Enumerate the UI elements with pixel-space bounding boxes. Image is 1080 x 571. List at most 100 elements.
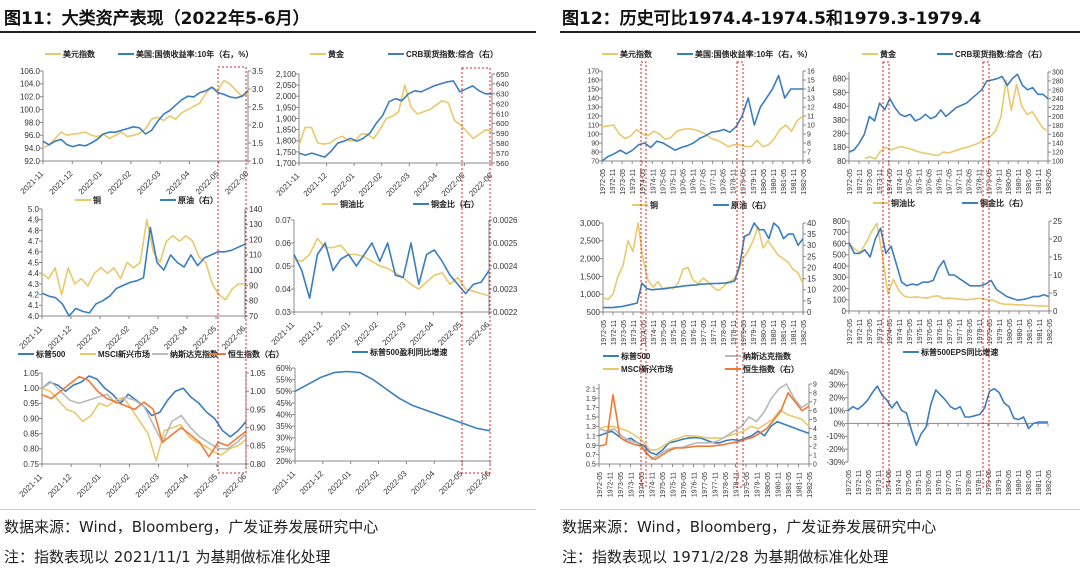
- x-tick-label: 1982-05: [807, 472, 814, 498]
- y-right-tick-label: 8: [813, 390, 817, 397]
- legend-label: 标普500: [620, 351, 651, 361]
- y-right-tick-label: 610: [496, 109, 509, 118]
- x-tick-label: 1974-05: [639, 472, 646, 498]
- x-tick-label: 1976-11: [692, 472, 699, 497]
- y-right-tick-label: 9: [813, 381, 817, 388]
- x-tick-label: 2022-05: [440, 171, 468, 199]
- chart-10: 20% 25% 30% 35% 40% 45% 50% 55% 60% 2021-11 2021-1…: [271, 347, 493, 496]
- figure-11-source: 数据来源：Wind，Bloomberg，广发证券发展研究中心: [4, 518, 379, 536]
- y-tick-label: 180: [833, 143, 847, 152]
- x-tick-label: 1976-05: [681, 472, 688, 498]
- x-tick-label: 1974-05: [887, 169, 894, 195]
- x-tick-label: 1977-05: [947, 319, 954, 345]
- y-tick-label: 700: [833, 228, 847, 237]
- x-tick-label: 1981-05: [781, 320, 788, 346]
- x-tick-label: 2022-04: [408, 320, 436, 348]
- y-right-tick-label: 16: [807, 69, 815, 76]
- y-tick-label: 102.0: [20, 93, 41, 102]
- series-line: [848, 227, 1050, 301]
- chart-5: 4.0 4.1 4.24.3 4.4 4.54.6 4.7 4.84.9 5.0 70 80 90 1…: [18, 195, 263, 351]
- x-tick-label: 1976-11: [691, 320, 698, 345]
- x-tick-label: 1981-05: [786, 472, 793, 498]
- x-tick-label: 1977-05: [946, 470, 953, 496]
- series-line: [603, 222, 804, 309]
- y-tick-label: 1,950: [276, 103, 297, 112]
- x-tick-label: 1979-11: [751, 169, 758, 194]
- y-right-tick-label: 11: [807, 114, 814, 121]
- y-right-tick-label: 9: [807, 132, 811, 139]
- y-tick-label: 100: [833, 296, 847, 305]
- y-right-tick-label: 110: [249, 251, 262, 260]
- x-tick-label: 1976-05: [926, 470, 933, 496]
- x-tick-label: 1977-11: [711, 320, 718, 345]
- x-tick-label: 1974-05: [886, 470, 893, 496]
- x-tick-label: 1972-05: [847, 169, 854, 195]
- x-tick-label: 1979-05: [986, 169, 993, 195]
- y-right-tick-label: 1: [813, 453, 817, 460]
- highlight-window: [461, 67, 491, 474]
- x-tick-label: 2021-12: [46, 324, 74, 352]
- series-line: [598, 383, 810, 461]
- y-tick-label: 1.9: [586, 394, 596, 403]
- y-tick-label: 1.3: [586, 422, 596, 431]
- y-right-tick-label: 20: [1053, 235, 1062, 244]
- x-tick-label: 2022-05: [437, 469, 465, 497]
- y-tick-label: 80: [837, 157, 846, 166]
- y-tick-label: -20%: [826, 445, 845, 454]
- x-tick-label: 1981-05: [1027, 319, 1034, 345]
- y-tick-label: 25%: [276, 445, 292, 454]
- y-right-tick-label: 260: [1052, 87, 1064, 94]
- legend-label: 铜金比（右）: [431, 199, 479, 209]
- x-tick-label: 1977-05: [701, 320, 708, 346]
- x-tick-label: 2022-03: [134, 472, 162, 500]
- y-tick-label: 100.0: [20, 105, 41, 114]
- y-right-tick-label: 20: [807, 263, 816, 272]
- divider: [560, 509, 1080, 510]
- x-tick-label: 1972-05: [600, 169, 607, 195]
- x-tick-label: 1975-05: [907, 319, 914, 345]
- y-right-tick-label: 0: [1053, 307, 1058, 316]
- x-tick-label: 2021-12: [46, 472, 74, 500]
- x-tick-label: 1976-05: [681, 320, 688, 346]
- y-tick-label: 0.7: [586, 450, 596, 459]
- x-tick-label: 1977-11: [713, 472, 720, 497]
- y-right-tick-label: 35: [807, 230, 816, 239]
- x-tick-label: 1972-11: [856, 470, 863, 495]
- y-tick-label: 5.0: [28, 205, 40, 214]
- x-tick-label: 1975-05: [906, 470, 913, 496]
- y-right-tick-label: 560: [496, 159, 509, 168]
- y-tick-label: 130: [587, 105, 599, 112]
- x-tick-label: 1981-11: [1036, 470, 1043, 495]
- x-tick-label: 1974-11: [897, 319, 904, 344]
- x-tick-label: 2022-03: [133, 324, 161, 352]
- x-tick-label: 1979-05: [741, 320, 748, 346]
- x-tick-label: 1972-11: [857, 169, 864, 194]
- x-tick-label: 1981-11: [791, 169, 798, 194]
- series-line: [598, 420, 810, 456]
- y-right-tick-label: 15: [807, 275, 816, 284]
- x-tick-label: 1975-11: [917, 169, 924, 194]
- series-line: [42, 79, 249, 149]
- x-tick-label: 1978-05: [966, 169, 973, 195]
- chart-12: -30% -20% -10% 0% 10% 20% 30% 40% 1972-05 1972-11…: [826, 347, 1053, 496]
- x-tick-label: 1973-11: [631, 320, 638, 345]
- y-tick-label: 200: [833, 284, 847, 293]
- y-tick-label: 40%: [276, 410, 292, 419]
- y-right-tick-label: 100: [1052, 158, 1064, 165]
- x-tick-label: 1972-11: [608, 472, 615, 497]
- x-tick-label: 1975-05: [907, 169, 914, 195]
- y-tick-label: 2,050: [276, 81, 297, 90]
- x-tick-label: 1972-05: [601, 320, 608, 346]
- y-tick-label: 0.80: [23, 445, 39, 454]
- y-right-tick-label: 7: [813, 399, 817, 406]
- y-tick-label: 4.3: [28, 280, 40, 289]
- y-tick-label: 580: [833, 88, 847, 97]
- divider: [0, 509, 536, 510]
- x-tick-label: 1980-11: [1017, 319, 1024, 344]
- legend-label: 纳斯达克指数: [743, 351, 792, 361]
- x-tick-label: 2022-02: [353, 320, 381, 348]
- y-right-tick-label: 0.0023: [493, 285, 518, 294]
- y-tick-label: 1.00: [23, 384, 39, 393]
- x-tick-label: 2022-03: [381, 320, 409, 348]
